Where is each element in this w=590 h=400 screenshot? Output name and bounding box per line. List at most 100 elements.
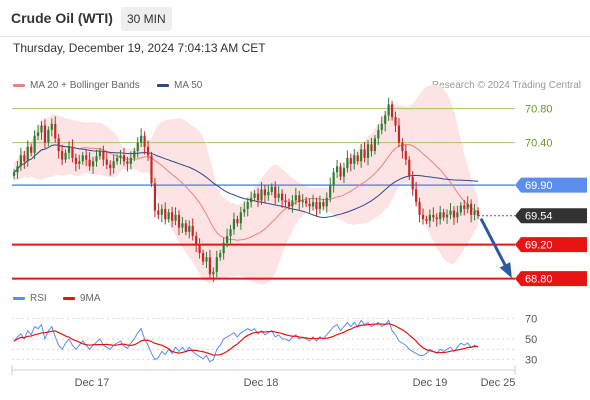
chart-header: Crude Oil (WTI) 30 MIN: [0, 0, 590, 37]
candle-body: [105, 159, 108, 165]
candle-body: [188, 225, 191, 232]
candle-body: [225, 236, 229, 243]
candle-body: [181, 223, 184, 228]
forecast-arrow-head-icon: [499, 262, 512, 279]
candle-body: [153, 183, 157, 211]
candle-body: [291, 200, 294, 207]
candle-body: [71, 146, 74, 158]
candle-body: [67, 146, 71, 153]
candle-body: [267, 191, 270, 196]
candle-body: [442, 212, 445, 218]
candle-body: [387, 104, 390, 116]
candle-body: [95, 156, 98, 162]
x-tick-label: Dec 19: [413, 377, 448, 389]
candle-body: [445, 214, 449, 218]
candle-body: [353, 155, 356, 164]
candle-body: [335, 166, 339, 173]
candle-body: [229, 229, 232, 237]
candle-body: [40, 125, 43, 133]
candle-body: [360, 149, 363, 162]
candle-body: [43, 125, 47, 143]
candle-body: [366, 144, 370, 158]
candle-body: [23, 155, 26, 162]
candle-body: [311, 202, 315, 207]
candle-body: [143, 135, 146, 147]
candle-body: [64, 152, 67, 160]
candle-body: [102, 151, 105, 160]
candle-body: [50, 123, 53, 130]
candle-body: [19, 155, 22, 167]
timestamp: Thursday, December 19, 2024 7:04:13 AM C…: [13, 41, 266, 55]
candle-body: [198, 244, 201, 254]
candle-body: [205, 257, 208, 262]
x-tick-label: Dec 17: [75, 377, 110, 389]
legend-ma50: MA 50: [157, 80, 202, 91]
level-tag-last: [515, 208, 587, 224]
candle-body: [452, 210, 456, 218]
candle-body: [30, 146, 33, 153]
candle-body: [428, 214, 431, 221]
candle-body: [394, 117, 397, 126]
candle-body: [119, 155, 122, 158]
candle-body: [33, 135, 36, 153]
timeframe-button[interactable]: 30 MIN: [121, 7, 172, 31]
candle-body: [239, 212, 242, 224]
candle-body: [342, 168, 346, 177]
candle-body: [250, 197, 253, 203]
candle-body: [167, 212, 170, 220]
candle-body: [476, 210, 480, 216]
legend-rsi-label: RSI: [30, 293, 47, 304]
candle-body: [26, 146, 29, 162]
candle-body: [171, 212, 174, 221]
candle-body: [459, 205, 462, 213]
candle-body: [157, 210, 160, 215]
candle-body: [435, 217, 438, 220]
candle-body: [425, 219, 428, 221]
candle-body: [133, 151, 136, 158]
candle-body: [208, 257, 212, 275]
candle-body: [146, 146, 150, 156]
candle-body: [384, 115, 387, 124]
candle-body: [212, 271, 215, 275]
candle-body: [116, 157, 119, 162]
candle-body: [54, 123, 57, 139]
ma50-line: [13, 144, 479, 219]
legend-9ma-label: 9MA: [80, 293, 101, 304]
x-tick-label: Dec 25: [481, 377, 516, 389]
candle-body: [305, 200, 308, 204]
rsi-tick-label: 70: [525, 313, 537, 325]
candle-body: [280, 193, 284, 201]
candle-body: [47, 129, 50, 143]
candle-body: [263, 189, 267, 196]
candle-body: [380, 123, 383, 130]
legend-ma20-bb: MA 20 + Bollinger Bands: [13, 80, 140, 91]
candle-body: [12, 172, 16, 176]
candle-body: [404, 151, 407, 160]
candle-body: [219, 253, 222, 258]
candle-body: [298, 195, 301, 203]
legend-9ma: 9MA: [63, 293, 101, 304]
candle-body: [349, 157, 352, 164]
rsi-tick-label: 30: [525, 355, 537, 367]
candle-body: [339, 166, 342, 177]
candle-body: [112, 161, 115, 169]
level-label-support: 69.20: [525, 240, 553, 252]
candle-body: [418, 202, 421, 215]
ma9-swatch-icon: [63, 297, 75, 300]
candle-body: [16, 166, 19, 173]
candle-body: [356, 155, 359, 162]
candle-body: [294, 195, 297, 201]
level-label-last: 69.54: [525, 211, 553, 223]
candle-body: [98, 151, 102, 157]
candle-body: [91, 161, 95, 167]
rsi-tick-label: 50: [525, 334, 537, 346]
candle-body: [129, 157, 132, 164]
level-label-pivot: 69.90: [525, 180, 553, 192]
candle-body: [232, 219, 236, 230]
candle-body: [253, 193, 256, 198]
candle-body: [308, 203, 311, 207]
candle-body: [246, 202, 249, 209]
candle-body: [363, 149, 366, 158]
candle-body: [78, 161, 81, 164]
candle-body: [411, 176, 414, 190]
